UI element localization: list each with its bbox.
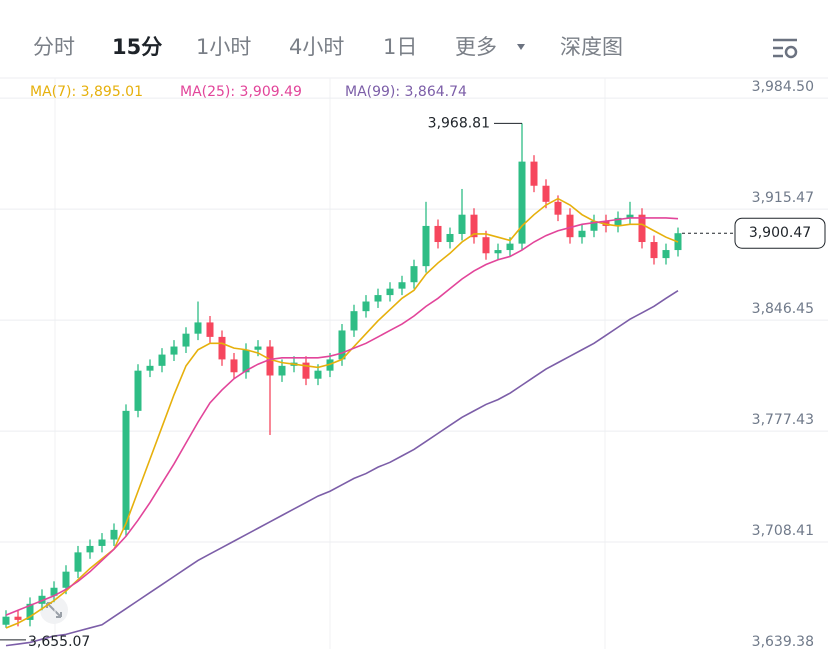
candle-body [14,616,22,620]
legend-entry: MA(7): 3,895.01 [30,84,143,100]
tab[interactable]: 15分 [112,35,162,59]
dropdown-caret [517,44,525,50]
last-price-label: 3,900.47 [749,225,811,241]
candle-body [62,571,70,588]
y-tick-label: 3,984.50 [752,79,814,95]
candle-body [410,266,418,283]
candle-body [26,603,34,620]
candle-body [230,359,238,373]
candle-body [374,295,382,302]
candle-body [398,282,406,289]
candle-body [122,410,130,530]
y-tick-label: 3,846.45 [752,301,814,317]
candle-body [470,214,478,238]
candle-body [542,185,550,202]
candle-body [182,333,190,347]
candle-body [362,301,370,312]
candle-body [506,243,514,251]
candle-body [146,365,154,371]
candle-body [206,322,214,337]
candle-body [134,370,142,411]
candle-body [302,362,310,379]
candle-body [662,250,670,259]
last-price-box [734,217,826,249]
candle-body [170,346,178,355]
candle-body [350,311,358,331]
tab[interactable]: 1小时 [196,35,251,59]
candle-body [626,214,634,218]
y-tick-label: 3,915.47 [752,190,814,206]
candle-body [590,221,598,231]
candle-body [650,242,658,259]
candle-body [266,346,274,376]
candle-body [158,354,166,366]
candle-body [494,250,502,254]
y-tick-label: 3,639.38 [752,634,814,649]
candle-body [98,539,106,546]
ma-line [5,290,679,647]
tab[interactable]: 4小时 [289,35,344,59]
candle-body [218,336,226,360]
candle-body [434,225,442,243]
candle-body [278,365,286,376]
candle-body [194,322,202,334]
candle-body [386,288,394,296]
candle-body [86,545,94,553]
legend-entry: MA(99): 3,864.74 [345,84,467,100]
tab[interactable]: 深度图 [560,35,623,59]
y-tick-label: 3,708.41 [752,523,814,539]
tab[interactable]: 分时 [33,35,75,59]
menu-icon[interactable] [773,38,798,59]
candle-body [314,370,322,379]
ma-line [5,217,679,616]
ma-line [5,197,679,629]
min-label: 3,655.07 [28,634,90,649]
candle-body [74,552,82,572]
candle-body [446,233,454,243]
candle-body [614,217,622,226]
candle-body [566,214,574,238]
candle-body [50,587,58,596]
candle-body [254,346,262,350]
candle-body [2,616,10,625]
legend-entry: MA(25): 3,909.49 [180,84,302,100]
tab[interactable]: 1日 [383,35,417,59]
candle-body [638,214,646,243]
tab[interactable]: 更多 [455,35,497,59]
candle-body [458,214,466,234]
candle-body [242,349,250,373]
candle-body [338,330,346,360]
candle-body [554,201,562,215]
candle-body [482,237,490,254]
candle-body [530,161,538,186]
max-label: 3,968.81 [428,115,490,131]
y-tick-label: 3,777.43 [752,412,814,428]
candle-body [518,161,526,244]
icon-circle [784,45,798,59]
candle-body [110,529,118,540]
candle-body [422,225,430,267]
candle-body [578,230,586,238]
